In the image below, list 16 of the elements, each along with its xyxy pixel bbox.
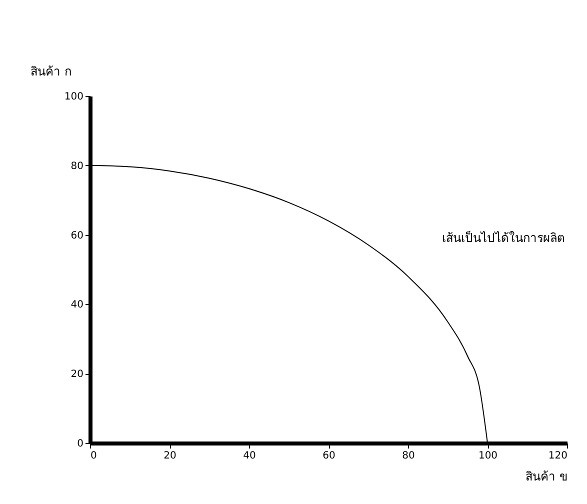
y-tick-label: 20 (70, 369, 84, 380)
x-tick-label: 100 (478, 450, 498, 462)
y-tick-label: 0 (77, 438, 84, 450)
y-tick-label: 100 (64, 92, 84, 102)
y-tick-label: 80 (70, 160, 84, 172)
y-axis-title: สินค้า ก (30, 64, 72, 78)
y-tick-label: 60 (70, 230, 84, 242)
y-tick-label: 40 (70, 300, 84, 311)
x-tick-label: 80 (402, 450, 415, 462)
x-tick-label: 120 (548, 450, 568, 462)
x-tick-label: 60 (322, 450, 336, 462)
annotation: เส้นเป็นไปได้ในการผลิต (442, 230, 565, 245)
x-tick-label: 0 (90, 450, 97, 462)
x-axis-title: สินค้า ข (526, 470, 568, 484)
x-tick-label: 40 (243, 450, 256, 462)
x-tick-label: 20 (164, 450, 176, 462)
